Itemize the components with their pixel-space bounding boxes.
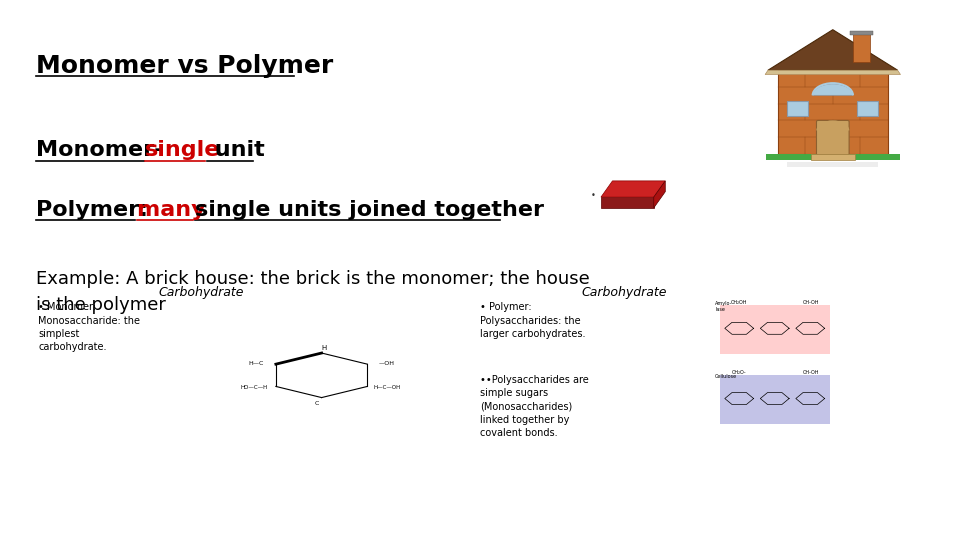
Text: C: C [315, 401, 319, 406]
Text: unit: unit [207, 140, 265, 160]
Polygon shape [601, 181, 665, 197]
Text: H: H [321, 345, 326, 352]
Polygon shape [601, 197, 654, 208]
Text: CH₂OH: CH₂OH [731, 300, 748, 305]
FancyBboxPatch shape [766, 154, 900, 160]
Text: Monomer-: Monomer- [36, 140, 164, 160]
FancyBboxPatch shape [787, 101, 808, 116]
Polygon shape [765, 70, 900, 75]
Polygon shape [654, 181, 665, 208]
Text: Carbohydrate: Carbohydrate [158, 286, 245, 299]
Text: Amylo-
lase: Amylo- lase [715, 301, 732, 312]
Text: many: many [137, 200, 214, 220]
FancyBboxPatch shape [852, 32, 870, 62]
Text: Cellulose: Cellulose [715, 374, 737, 380]
Text: single: single [145, 140, 221, 160]
Text: Carbohydrate: Carbohydrate [581, 286, 667, 299]
FancyBboxPatch shape [720, 375, 830, 424]
FancyBboxPatch shape [778, 70, 888, 154]
Text: HO—C—H: HO—C—H [241, 384, 268, 390]
FancyBboxPatch shape [720, 305, 830, 354]
FancyBboxPatch shape [810, 154, 855, 160]
Text: H—C—OH: H—C—OH [373, 384, 400, 390]
Text: •: • [590, 191, 596, 200]
Text: —OH: —OH [379, 361, 395, 366]
Polygon shape [768, 30, 898, 70]
Text: • Monomer:
Monosaccharide: the
simplest
carbohydrate.: • Monomer: Monosaccharide: the simplest … [38, 302, 140, 352]
Text: CH-OH: CH-OH [803, 370, 820, 375]
Text: • Polymer:
Polysaccharides: the
larger carbohydrates.: • Polymer: Polysaccharides: the larger c… [480, 302, 586, 339]
Text: ••Polysaccharides are
simple sugars
(Monosaccharides)
linked together by
covalen: ••Polysaccharides are simple sugars (Mon… [480, 375, 588, 438]
Wedge shape [812, 84, 853, 95]
FancyBboxPatch shape [787, 162, 878, 167]
Text: CH₂O-: CH₂O- [732, 370, 747, 375]
FancyBboxPatch shape [857, 101, 878, 116]
Text: Monomer vs Polymer: Monomer vs Polymer [36, 54, 334, 78]
Text: H—C: H—C [249, 361, 264, 366]
Text: Polymer:: Polymer: [36, 200, 156, 220]
FancyBboxPatch shape [850, 31, 873, 35]
FancyBboxPatch shape [816, 120, 850, 155]
Text: Example: A brick house: the brick is the monomer; the house
is the polymer: Example: A brick house: the brick is the… [36, 270, 590, 314]
Text: CH-OH: CH-OH [803, 300, 820, 305]
Text: single units joined together: single units joined together [195, 200, 544, 220]
